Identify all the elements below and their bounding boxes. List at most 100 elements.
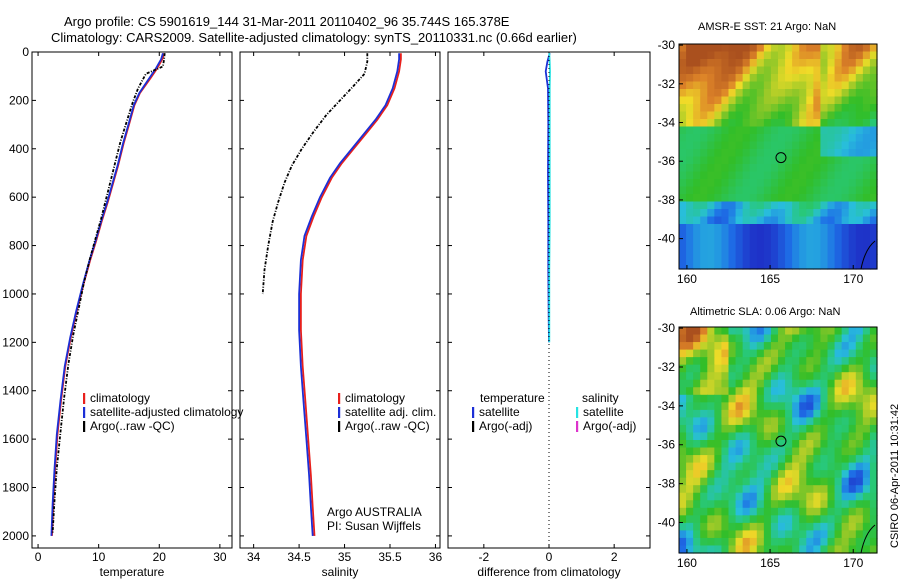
map-cell [785,455,793,464]
map-cell [862,327,871,336]
map-cell [763,89,772,98]
map-cell [749,224,758,233]
map-cell [827,164,836,173]
map-cell [763,500,772,509]
map-cell [756,96,765,105]
map-cell [785,194,793,203]
map-cell [792,485,800,494]
map-cell [714,126,723,135]
map-cell [714,500,723,509]
map-cell [763,171,772,180]
map-cell [792,51,800,60]
map-cell [714,224,723,233]
map-cell [785,261,793,270]
map-cell [749,440,758,449]
map-cell [785,239,793,248]
map-y-tick-label: -32 [658,77,676,91]
map-cell [756,74,765,83]
map-cell [693,342,701,351]
map-cell [749,545,758,554]
map-cell [834,394,843,403]
map-cell [756,239,765,248]
map-cell [763,387,772,396]
map-cell [834,96,843,105]
map-cell [693,402,701,411]
map-cell [742,216,751,225]
map-cell [742,179,751,188]
map-cell [679,364,687,373]
map-cell [855,402,864,411]
map-cell [707,357,715,366]
map-cell [820,254,829,263]
map-cell [869,66,878,75]
map-cell [869,164,878,173]
coastline [860,524,876,554]
map-cell [869,231,878,240]
map-cell [686,379,694,388]
map-cell [778,409,786,418]
map-x-tick-label: 160 [677,272,697,286]
map-cell [827,149,836,158]
map-cell [714,66,723,75]
map-cell [792,477,800,486]
map-cell [763,74,772,83]
map-cell [693,515,701,524]
map-cell [841,186,850,195]
map-cell [820,96,829,105]
argo-position-marker [775,435,787,447]
map-cell [862,515,871,524]
map-cell [813,51,822,60]
map-cell [792,545,800,554]
map-cell [855,51,864,60]
map-cell [735,216,744,225]
x-axis-label: salinity [322,565,359,579]
map-cell [763,342,772,351]
map-cell [742,74,751,83]
map-cell [756,387,765,396]
map-cell [707,104,715,113]
y-tick-label: 0 [22,45,29,59]
map-cell [679,537,687,547]
map-cell [721,432,730,441]
map-cell [848,44,857,53]
map-cell [792,66,800,75]
map-cell [813,209,822,218]
map-cell [700,81,708,90]
map-cell [700,394,708,403]
map-cell [686,447,694,456]
map-cell [841,164,850,173]
map-cell [686,455,694,464]
map-cell [721,349,730,358]
map-cell [806,327,814,336]
map-cell [728,342,737,351]
map-cell [820,500,829,509]
map-cell [714,485,723,494]
map-cell [749,402,758,411]
map-cell [721,194,730,203]
map-cell [770,104,779,113]
map-cell [735,327,744,336]
map-cell [813,530,822,539]
map-cell [792,179,800,188]
map-cell [749,342,758,351]
map-cell [862,387,871,396]
map-cell [728,409,737,418]
map-cell [841,492,850,501]
map-cell [834,364,843,373]
map-cell [693,224,701,233]
map-cell [820,261,829,270]
map-cell [813,194,822,203]
map-cell [728,372,737,381]
map-cell [813,409,822,418]
map-cell [855,89,864,98]
map-cell [806,515,814,524]
map-cell [785,447,793,456]
map-cell [763,194,772,203]
map-cell [869,141,878,150]
map-cell [862,111,871,120]
map-cell [855,104,864,113]
map-cell [855,66,864,75]
map-cell [728,44,737,53]
map-cell [679,409,687,418]
map-cell [679,327,687,336]
